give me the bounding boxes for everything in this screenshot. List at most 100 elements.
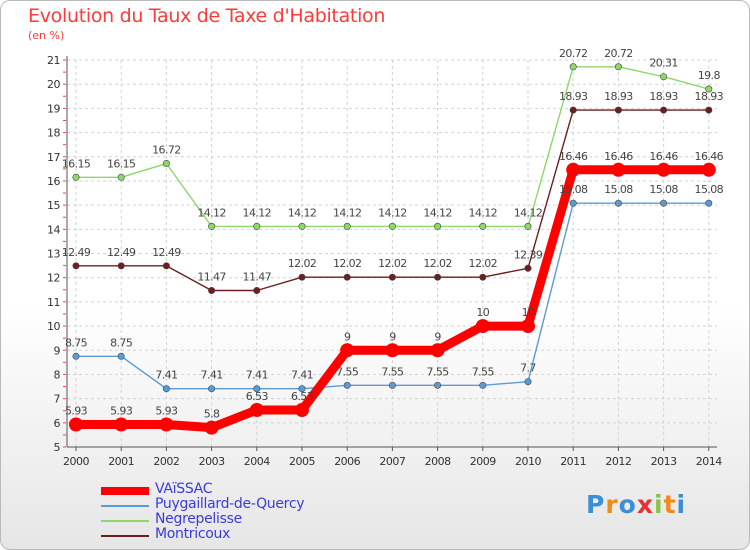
data-point xyxy=(430,343,445,358)
logo-letter: i xyxy=(654,490,664,519)
x-tick-label: 2004 xyxy=(244,455,270,468)
data-point xyxy=(253,385,261,393)
data-point xyxy=(162,385,170,393)
data-label: 14.12 xyxy=(197,206,226,219)
y-tick-label: 17 xyxy=(47,151,60,164)
data-point xyxy=(117,352,125,360)
data-point xyxy=(524,264,532,272)
data-point xyxy=(388,273,396,281)
legend-swatch xyxy=(101,520,149,522)
data-label: 18.93 xyxy=(604,90,633,103)
data-point xyxy=(162,262,170,270)
data-point xyxy=(569,63,577,71)
data-label: 18.93 xyxy=(695,90,724,103)
data-point xyxy=(298,273,306,281)
data-point xyxy=(660,199,668,207)
data-label: 7.55 xyxy=(381,365,404,378)
data-label: 11.47 xyxy=(243,271,272,284)
data-point xyxy=(385,343,400,358)
x-tick-label: 2002 xyxy=(153,455,179,468)
data-label: 18.93 xyxy=(649,90,678,103)
data-label: 8.75 xyxy=(110,336,133,349)
x-tick-label: 2011 xyxy=(560,455,586,468)
data-label: 5.93 xyxy=(65,405,88,418)
y-tick-label: 13 xyxy=(47,248,60,261)
data-point xyxy=(705,106,713,114)
data-label: 12.02 xyxy=(288,257,317,270)
x-tick-label: 2010 xyxy=(515,455,541,468)
data-label: 9 xyxy=(344,330,351,343)
data-label: 19.8 xyxy=(698,69,721,82)
data-label: 16.46 xyxy=(649,150,678,163)
data-label: 12.39 xyxy=(514,248,543,261)
y-tick-label: 15 xyxy=(47,199,60,212)
data-label: 6.53 xyxy=(246,390,269,403)
data-label: 14.12 xyxy=(423,206,452,219)
logo-letter: i xyxy=(676,490,687,519)
data-label: 15.08 xyxy=(695,183,724,196)
data-point xyxy=(343,381,351,389)
x-tick-label: 2007 xyxy=(379,455,405,468)
data-point xyxy=(114,417,129,432)
data-point xyxy=(614,106,622,114)
data-label: 7.7 xyxy=(520,362,536,375)
data-point xyxy=(475,319,490,334)
data-label: 5.8 xyxy=(204,408,220,421)
data-point xyxy=(705,85,713,93)
data-point xyxy=(298,222,306,230)
data-label: 10 xyxy=(522,306,535,319)
data-label: 6.53 xyxy=(291,390,314,403)
data-label: 16.46 xyxy=(559,150,588,163)
x-tick-label: 2001 xyxy=(108,455,134,468)
data-label: 12.49 xyxy=(152,246,181,259)
data-point xyxy=(208,287,216,295)
data-label: 7.41 xyxy=(201,369,223,382)
y-tick-label: 9 xyxy=(54,344,61,357)
data-label: 12.49 xyxy=(62,246,91,259)
data-label: 20.31 xyxy=(649,57,678,70)
data-label: 11.47 xyxy=(197,271,226,284)
data-label: 12.02 xyxy=(423,257,452,270)
data-point xyxy=(159,417,174,432)
x-tick-label: 2013 xyxy=(651,455,677,468)
chart-title: Evolution du Taux de Taxe d'Habitation xyxy=(28,5,386,27)
y-tick-label: 10 xyxy=(47,320,60,333)
data-label: 9 xyxy=(434,330,441,343)
data-label: 7.41 xyxy=(246,369,268,382)
data-label: 14.12 xyxy=(514,206,543,219)
legend-swatch xyxy=(101,535,149,537)
data-point xyxy=(479,381,487,389)
legend-label: Montricoux xyxy=(155,526,231,542)
legend-label: Negrepelisse xyxy=(155,511,242,527)
data-point xyxy=(72,262,80,270)
data-label: 9 xyxy=(389,330,396,343)
data-point xyxy=(701,162,716,177)
data-point xyxy=(388,381,396,389)
data-point xyxy=(204,420,219,435)
data-point xyxy=(253,287,261,295)
data-point xyxy=(343,273,351,281)
y-tick-label: 20 xyxy=(47,78,60,91)
data-point xyxy=(117,173,125,181)
data-label: 14.12 xyxy=(469,206,498,219)
chart-unit: (en %) xyxy=(28,29,65,42)
y-tick-label: 6 xyxy=(54,417,61,430)
data-label: 8.75 xyxy=(65,336,88,349)
logo-letter: P xyxy=(586,490,606,519)
data-point xyxy=(569,106,577,114)
data-point xyxy=(566,162,581,177)
data-point xyxy=(249,402,264,417)
data-label: 12.49 xyxy=(107,246,136,259)
data-point xyxy=(524,378,532,386)
x-tick-label: 2005 xyxy=(289,455,315,468)
data-point xyxy=(117,262,125,270)
data-label: 7.55 xyxy=(336,365,359,378)
data-label: 14.12 xyxy=(333,206,362,219)
legend-swatch xyxy=(101,487,149,495)
logo-letter: x xyxy=(636,490,654,519)
data-point xyxy=(521,319,535,334)
y-tick-label: 11 xyxy=(47,296,60,309)
y-tick-label: 16 xyxy=(47,175,60,188)
